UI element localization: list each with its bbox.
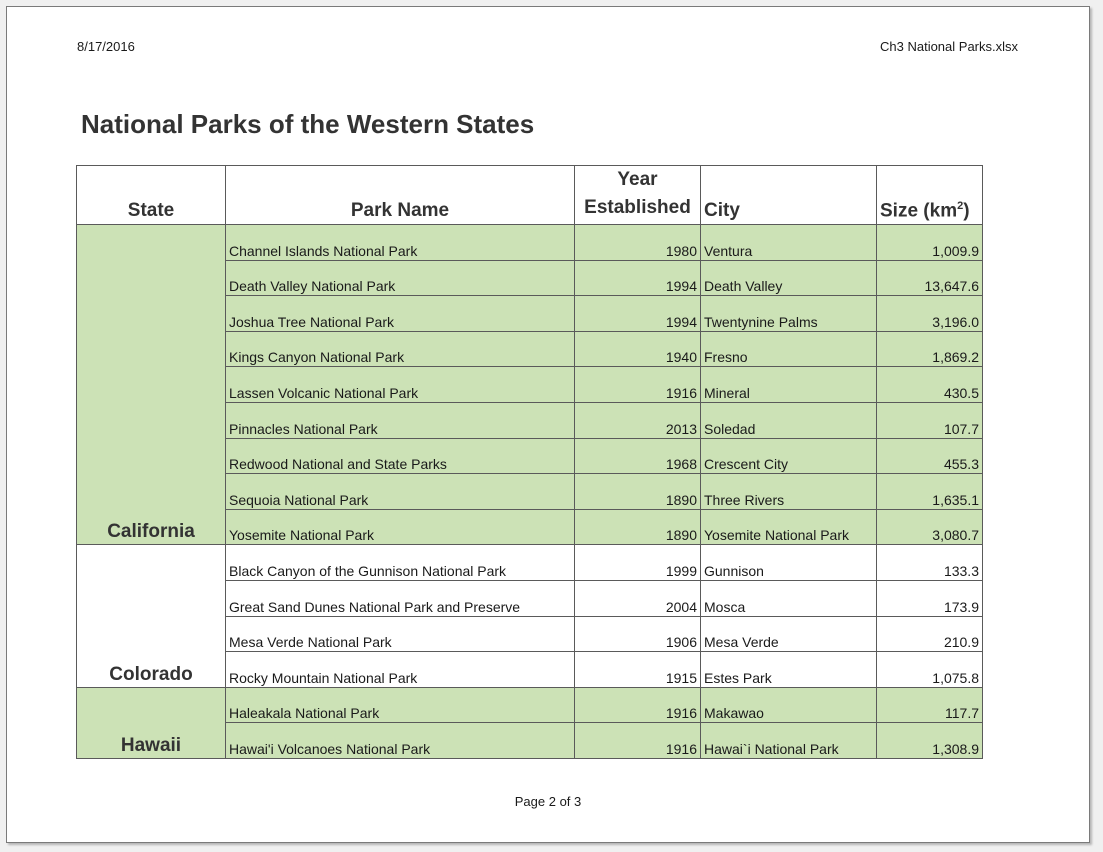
year-established-cell: 1916: [574, 722, 701, 759]
park-name-cell: Redwood National and State Parks: [225, 437, 575, 475]
size-cell: 107.7: [876, 401, 983, 439]
size-cell: 1,075.8: [876, 651, 983, 688]
col-header-city: City: [700, 165, 877, 225]
city-cell: Makawao: [700, 686, 877, 724]
table-row: Redwood National and State Parks 1968 Cres…: [77, 437, 983, 475]
table-body: California Channel Islands National Park 1…: [76, 223, 983, 759]
col-header-size-close: ): [963, 200, 970, 221]
park-name-cell: Yosemite National Park: [225, 508, 575, 546]
park-name-cell: Lassen Volcanic National Park: [225, 366, 575, 403]
header-filename: Ch3 National Parks.xlsx: [880, 39, 1018, 54]
col-header-year-line2: Established: [584, 197, 691, 218]
city-cell: Mesa Verde: [700, 615, 877, 653]
size-cell: 3,196.0: [876, 295, 983, 332]
year-established-cell: 1994: [574, 259, 701, 297]
col-header-size: Size (km2): [876, 165, 983, 225]
col-header-size-text: Size (km: [880, 200, 958, 221]
year-established-cell: 1916: [574, 366, 701, 403]
col-header-size-superscript: 2: [957, 199, 964, 212]
year-established-cell: 1906: [574, 615, 701, 653]
year-established-cell: 2013: [574, 401, 701, 439]
year-established-cell: 1999: [574, 544, 701, 581]
size-cell: 13,647.6: [876, 259, 983, 297]
park-name-cell: Channel Islands National Park: [225, 224, 575, 261]
table-row: Joshua Tree National Park 1994 Twentynine …: [77, 295, 983, 332]
park-name-cell: Mesa Verde National Park: [225, 615, 575, 653]
year-established-cell: 1968: [574, 437, 701, 475]
table-row: Hawaii Haleakala National Park 1916 Makawao…: [76, 686, 983, 759]
size-cell: 1,009.9: [876, 224, 983, 261]
size-cell: 173.9: [876, 579, 983, 617]
park-name-cell: Joshua Tree National Park: [225, 295, 575, 332]
park-name-cell: Haleakala National Park: [225, 686, 575, 724]
city-cell: Gunnison: [700, 544, 877, 581]
city-cell: Ventura: [700, 224, 877, 261]
park-name-cell: Pinnacles National Park: [225, 401, 575, 439]
city-cell: Fresno: [700, 330, 877, 368]
city-cell: Mineral: [700, 366, 877, 403]
park-name-cell: Great Sand Dunes National Park and Prese…: [225, 579, 575, 617]
col-header-year-established: Year Established: [574, 165, 701, 225]
year-established-cell: 1890: [574, 508, 701, 546]
park-name-cell: Rocky Mountain National Park: [225, 651, 575, 688]
year-established-cell: 1915: [574, 651, 701, 688]
parks-table: State Park Name Year Established City Si…: [76, 165, 983, 759]
year-established-cell: 1940: [574, 330, 701, 368]
page-number: Page 2 of 3: [514, 794, 582, 809]
city-cell: Three Rivers: [700, 473, 877, 510]
table-row: Hawai'i Volcanoes National Park 1916 Hawai…: [77, 722, 983, 759]
header-row: State Park Name Year Established City Si…: [76, 165, 983, 225]
table-row: Sequoia National Park 1890 Three Rivers 1,6…: [77, 473, 983, 510]
table-row: Death Valley National Park 1994 Death Vall…: [77, 259, 983, 297]
table-row: Colorado Black Canyon of the Gunnison Nat…: [76, 544, 983, 688]
size-cell: 1,635.1: [876, 473, 983, 510]
header-date: 8/17/2016: [77, 39, 135, 54]
city-cell: Twentynine Palms: [700, 295, 877, 332]
park-name-cell: Black Canyon of the Gunnison National Pa…: [225, 544, 575, 581]
size-cell: 210.9: [876, 615, 983, 653]
size-cell: 3,080.7: [876, 508, 983, 546]
table-row: California Channel Islands National Park 1…: [76, 223, 983, 546]
park-name-cell: Kings Canyon National Park: [225, 330, 575, 368]
print-preview-page: 8/17/2016 Ch3 National Parks.xlsx Nation…: [6, 6, 1090, 843]
city-cell: Soledad: [700, 401, 877, 439]
year-established-cell: 1980: [574, 224, 701, 261]
park-name-cell: Sequoia National Park: [225, 473, 575, 510]
state-group-label: Hawaii: [76, 686, 226, 759]
state-group-label: California: [76, 223, 226, 546]
size-cell: 430.5: [876, 366, 983, 403]
city-cell: Death Valley: [700, 259, 877, 297]
col-header-state: State: [76, 165, 226, 225]
city-cell: Mosca: [700, 579, 877, 617]
city-cell: Crescent City: [700, 437, 877, 475]
page-title: National Parks of the Western States: [81, 109, 535, 139]
park-name-cell: Death Valley National Park: [225, 259, 575, 297]
year-established-cell: 1916: [574, 686, 701, 724]
table-row: Lassen Volcanic National Park 1916 Mineral…: [77, 366, 983, 403]
state-group-label: Colorado: [76, 544, 226, 688]
size-cell: 117.7: [876, 686, 983, 724]
city-cell: Yosemite National Park: [700, 508, 877, 546]
table-row: Great Sand Dunes National Park and Prese…: [77, 579, 983, 617]
city-cell: Estes Park: [700, 651, 877, 688]
col-header-year-line1: Year: [617, 169, 658, 190]
year-established-cell: 1994: [574, 295, 701, 332]
size-cell: 133.3: [876, 544, 983, 581]
year-established-cell: 2004: [574, 579, 701, 617]
city-cell: Hawai`i National Park: [700, 722, 877, 759]
table-row: Pinnacles National Park 2013 Soledad 107.7: [77, 401, 983, 439]
size-cell: 1,869.2: [876, 330, 983, 368]
size-cell: 1,308.9: [876, 722, 983, 759]
table-row: Mesa Verde National Park 1906 Mesa Verde 21…: [77, 615, 983, 653]
park-name-cell: Hawai'i Volcanoes National Park: [225, 722, 575, 759]
col-header-park-name: Park Name: [225, 165, 575, 225]
table-row: Rocky Mountain National Park 1915 Estes Pa…: [77, 651, 983, 688]
year-established-cell: 1890: [574, 473, 701, 510]
size-cell: 455.3: [876, 437, 983, 475]
